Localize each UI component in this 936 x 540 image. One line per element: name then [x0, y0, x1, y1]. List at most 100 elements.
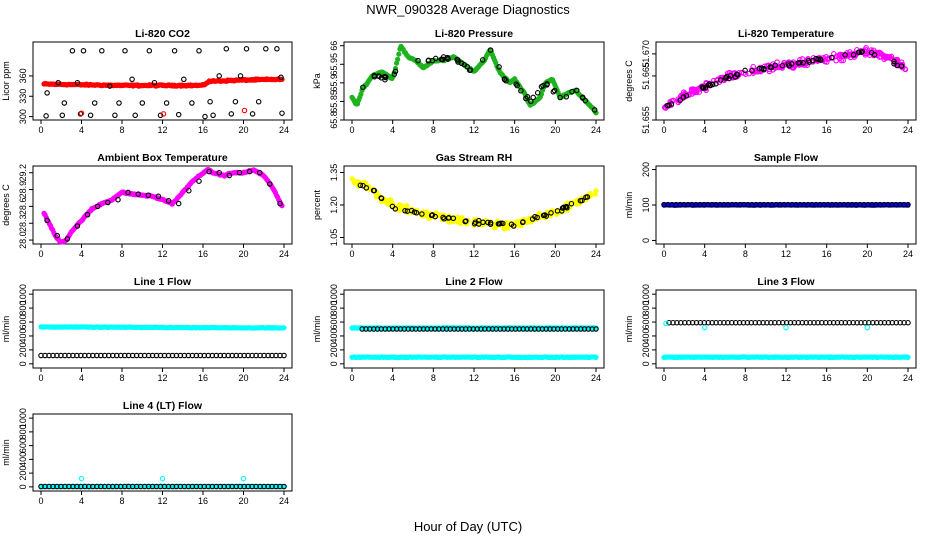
- x-tick-label: 20: [550, 249, 560, 259]
- data-point: [554, 326, 561, 332]
- data-point: [663, 320, 669, 327]
- data-point: [115, 196, 121, 203]
- data-point: [528, 98, 534, 105]
- data-point: [701, 324, 708, 331]
- data-point: [444, 55, 450, 61]
- data-point: [485, 326, 492, 332]
- y-axis-label: degrees C: [1, 184, 11, 226]
- y-tick-label: 300: [18, 109, 28, 124]
- x-tick-label: 12: [469, 373, 479, 383]
- data-point: [815, 56, 821, 63]
- data-point: [558, 326, 565, 332]
- x-tick-label: 0: [349, 125, 354, 135]
- data-point: [438, 56, 445, 63]
- data-point: [420, 326, 427, 332]
- x-tick-label: 0: [38, 373, 43, 383]
- data-point: [455, 57, 461, 63]
- data-point: [474, 326, 480, 332]
- data-point: [155, 193, 162, 200]
- data-point: [905, 201, 911, 208]
- x-tick-label: 24: [591, 125, 601, 135]
- data-point: [786, 62, 792, 69]
- data-point: [44, 217, 50, 224]
- panel-title: Line 4 (LT) Flow: [123, 400, 203, 412]
- data-point: [382, 74, 389, 81]
- data-point: [713, 81, 719, 87]
- data-point: [583, 194, 589, 201]
- data-point: [281, 325, 287, 331]
- x-tick-label: 4: [702, 125, 707, 135]
- y-tick-label: 0: [18, 361, 28, 366]
- data-point: [61, 100, 68, 106]
- panel-title: Sample Flow: [754, 152, 819, 164]
- panel-6: Sample Flow ml/min 0 4 8 12 16 20 24 0 100 200: [624, 152, 917, 259]
- data-point: [593, 326, 599, 332]
- y-tick-label: 1.35: [329, 164, 339, 182]
- data-point: [723, 75, 729, 81]
- data-point: [78, 110, 85, 116]
- x-tick-label: 12: [469, 249, 479, 259]
- data-point: [160, 111, 167, 117]
- data-point: [349, 176, 355, 182]
- series-outliers: [663, 320, 871, 331]
- data-point: [415, 57, 421, 64]
- data-point: [428, 212, 435, 219]
- data-point: [512, 326, 519, 332]
- data-point: [241, 107, 248, 114]
- data-point: [582, 97, 589, 104]
- y-tick-label: 800: [18, 424, 28, 439]
- x-tick-label: 16: [198, 496, 208, 506]
- y-tick-label: 28.9: [18, 181, 28, 199]
- data-point: [80, 48, 87, 54]
- data-point: [189, 100, 195, 106]
- data-point: [145, 192, 152, 198]
- x-tick-label: 4: [79, 249, 84, 259]
- data-point: [240, 475, 247, 482]
- data-point: [87, 112, 94, 119]
- y-tick-label: 29.2: [18, 164, 28, 182]
- y-axis-label: kPa: [312, 73, 322, 89]
- x-tick-label: 8: [743, 373, 748, 383]
- panel-title: Line 3 Flow: [757, 276, 815, 288]
- x-tick-label: 8: [119, 373, 124, 383]
- data-point: [487, 47, 494, 53]
- y-tick-label: 200: [641, 162, 651, 177]
- data-point: [55, 79, 61, 86]
- y-axis-label: ml/min: [624, 316, 634, 343]
- panel-5: Gas Stream RH percent 0 4 8 12 16 20 24 1.05 1.20 1…: [312, 152, 605, 259]
- data-point: [508, 221, 515, 228]
- series-standards: [38, 483, 287, 490]
- y-tick-label: 600: [18, 438, 28, 453]
- y-tick-label: 1.20: [329, 196, 339, 214]
- panel-title: Gas Stream RH: [436, 152, 512, 164]
- data-point: [680, 94, 687, 100]
- x-tick-label: 4: [390, 373, 395, 383]
- data-point: [898, 63, 905, 69]
- y-tick-label: 51.670: [641, 40, 651, 68]
- data-point: [478, 326, 484, 332]
- data-point: [885, 55, 892, 61]
- data-point: [386, 326, 392, 332]
- x-tick-label: 24: [279, 249, 289, 259]
- data-point: [742, 67, 748, 74]
- y-tick-label: 200: [18, 466, 28, 481]
- series-standards: [38, 352, 287, 359]
- data-point: [717, 75, 724, 81]
- series-standards: [661, 201, 911, 208]
- data-point: [395, 56, 401, 63]
- y-tick-label: 28.0: [18, 231, 28, 249]
- y-tick-label: 800: [329, 301, 339, 316]
- y-tick-label: 1000: [329, 284, 339, 304]
- x-tick-label: 20: [862, 249, 872, 259]
- data-point: [249, 111, 256, 117]
- data-point: [78, 475, 85, 482]
- data-point: [116, 100, 122, 106]
- x-tick-label: 16: [510, 249, 520, 259]
- y-tick-label: 100: [641, 197, 651, 212]
- x-tick-label: 8: [119, 249, 124, 259]
- data-point: [175, 111, 182, 118]
- x-tick-label: 24: [903, 249, 913, 259]
- x-tick-label: 8: [431, 373, 436, 383]
- y-tick-label: 400: [329, 328, 339, 343]
